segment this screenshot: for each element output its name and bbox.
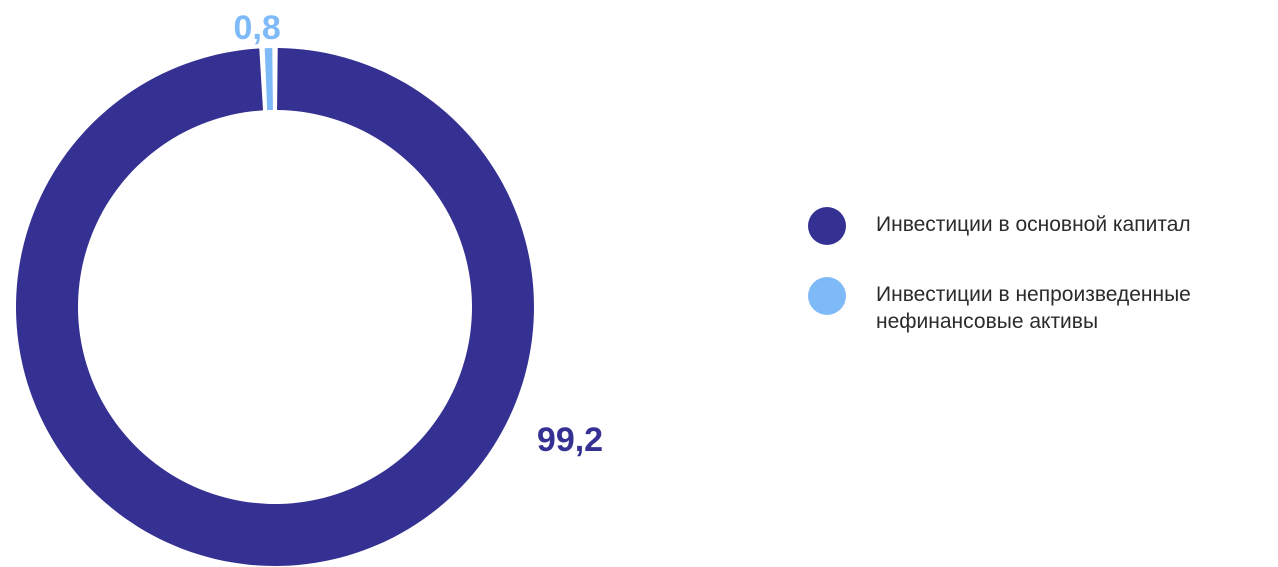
legend-item-fixed-capital: Инвестиции в основной капитал (808, 206, 1278, 245)
slice-fixed-capital (15, 48, 534, 566)
legend-swatch-fixed-capital (808, 207, 846, 245)
data-label-nonproduced-assets: 0,8 (234, 9, 281, 47)
donut-slices (15, 48, 534, 566)
slice-nonproduced-assets (264, 48, 273, 111)
chart-legend: Инвестиции в основной капитал Инвестиции… (808, 206, 1278, 373)
legend-swatch-nonproduced-assets (808, 277, 846, 315)
legend-label-nonproduced-assets: Инвестиции в непроизведенные нефинансовы… (876, 283, 1191, 333)
legend-item-nonproduced-assets: Инвестиции в непроизведенные нефинансовы… (808, 276, 1278, 335)
data-label-fixed-capital: 99,2 (537, 421, 603, 459)
legend-label-fixed-capital: Инвестиции в основной капитал (876, 213, 1191, 236)
